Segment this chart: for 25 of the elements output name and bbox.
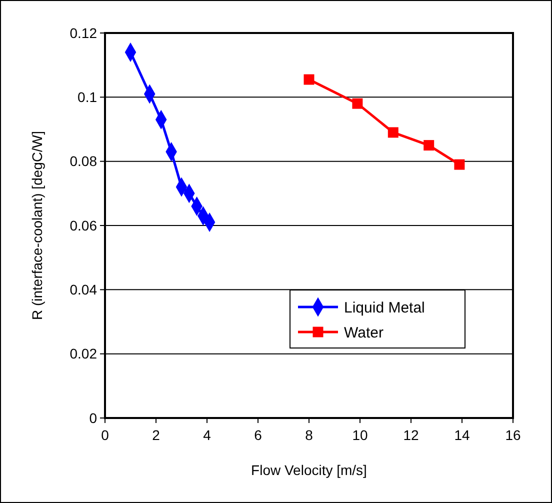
x-tick-label: 0 (101, 427, 110, 443)
y-tick-label: 0.1 (78, 89, 98, 106)
x-tick-label: 6 (254, 427, 262, 443)
point (388, 127, 398, 138)
y-tick-label: 0.06 (70, 217, 98, 234)
x-axis-title: Flow Velocity [m/s] (251, 462, 367, 478)
x-tick-label: 8 (305, 427, 314, 443)
y-axis-title: R (interface-coolant) [degC/W] (29, 130, 45, 320)
point (454, 159, 465, 170)
x-tick-label: 4 (203, 427, 212, 443)
y-tick-label: 0.04 (70, 282, 98, 298)
x-tick-label: 2 (152, 427, 160, 443)
legend-label: Liquid Metal (344, 299, 425, 316)
point (424, 140, 434, 151)
x-tick-label: 16 (505, 427, 521, 443)
x-tick-label: 14 (454, 427, 470, 443)
y-tick-label: 0 (89, 410, 98, 426)
legend-label: Water (344, 324, 384, 342)
y-tick-label: 0.12 (70, 24, 98, 41)
y-tick-label: 0.08 (70, 153, 98, 170)
x-tick-label: 10 (352, 427, 368, 443)
x-tick-label: 12 (403, 427, 419, 443)
point (304, 74, 314, 85)
y-tick-label: 0.02 (70, 346, 98, 362)
point (352, 98, 363, 109)
